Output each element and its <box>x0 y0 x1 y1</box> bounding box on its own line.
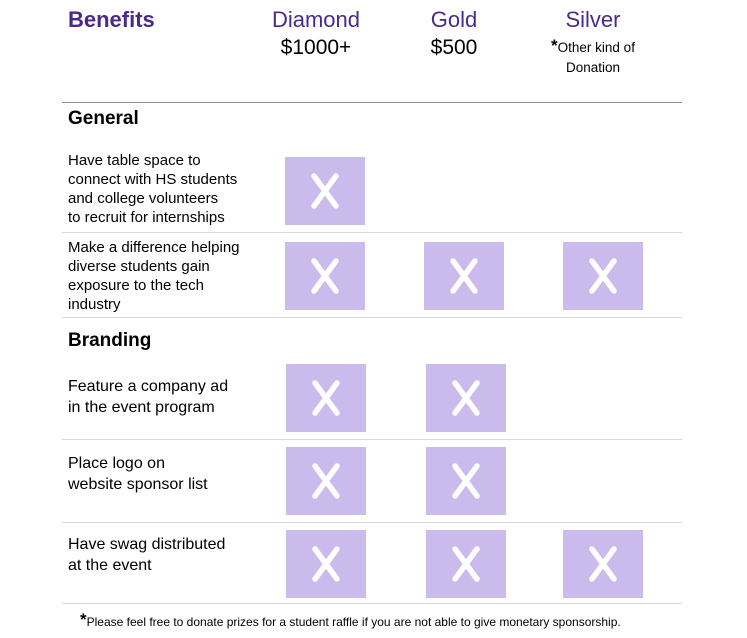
row-divider <box>62 317 682 318</box>
check-box-diamond <box>286 530 366 598</box>
row-divider <box>62 603 682 604</box>
x-mark-icon <box>311 173 339 209</box>
x-mark-icon <box>452 546 480 582</box>
section-title-branding: Branding <box>68 330 152 351</box>
check-box-diamond <box>285 157 365 225</box>
benefit-line: Make a difference helping <box>68 239 240 256</box>
benefits-heading: Benefits <box>68 7 155 32</box>
benefit-line: Have table space to <box>68 152 201 169</box>
tier-diamond-price: $1000+ <box>280 36 352 59</box>
check-box-silver <box>563 242 643 310</box>
check-box-diamond <box>286 364 366 432</box>
tier-diamond: Diamond $1000+ <box>266 8 366 60</box>
asterisk: * <box>551 36 558 55</box>
check-box-diamond <box>286 447 366 515</box>
benefit-row-label: Have table space to connect with HS stud… <box>68 151 278 227</box>
section-title-general: General <box>68 108 139 129</box>
benefit-line: Feature a company ad <box>68 378 229 395</box>
row-divider <box>62 232 682 233</box>
check-box-gold <box>426 530 506 598</box>
x-mark-icon <box>452 380 480 416</box>
tier-silver-note-line2: Donation <box>565 60 621 75</box>
x-mark-icon <box>312 380 340 416</box>
benefit-line: diverse students gain <box>68 258 210 275</box>
check-box-gold <box>424 242 504 310</box>
tier-silver-name: Silver <box>565 7 621 32</box>
x-mark-icon <box>311 258 339 294</box>
benefit-line: connect with HS students <box>68 171 238 188</box>
x-mark-icon <box>450 258 478 294</box>
x-mark-icon <box>452 463 480 499</box>
benefit-row-label: Place logo on website sponsor list <box>68 453 278 495</box>
benefit-row-label: Have swag distributed at the event <box>68 534 278 576</box>
tier-gold-price: $500 <box>430 36 478 59</box>
benefit-line: industry <box>68 296 121 313</box>
benefit-line: and college volunteers <box>68 190 219 207</box>
benefit-row-label: Feature a company ad in the event progra… <box>68 376 278 418</box>
check-box-gold <box>426 447 506 515</box>
benefit-line: exposure to the tech <box>68 277 204 294</box>
x-mark-icon <box>589 546 617 582</box>
x-mark-icon <box>589 258 617 294</box>
benefit-line: to recruit for internships <box>68 209 225 226</box>
row-divider <box>62 439 682 440</box>
tier-silver-note-line1: Other kind of <box>557 40 635 55</box>
tier-silver: Silver *Other kind of Donation <box>530 8 656 78</box>
benefit-row-label: Make a difference helping diverse studen… <box>68 238 278 314</box>
check-box-silver <box>563 530 643 598</box>
tier-diamond-name: Diamond <box>271 7 361 32</box>
benefit-line: website sponsor list <box>68 476 208 493</box>
benefit-line: at the event <box>68 557 152 574</box>
benefit-line: Place logo on <box>68 455 165 472</box>
x-mark-icon <box>312 546 340 582</box>
footnote-text: Please feel free to donate prizes for a … <box>86 615 621 629</box>
asterisk: * <box>80 610 87 629</box>
tier-silver-note: *Other kind of Donation <box>530 36 656 78</box>
benefit-line: Have swag distributed <box>68 536 226 553</box>
benefit-line: in the event program <box>68 399 215 416</box>
footnote: *Please feel free to donate prizes for a… <box>80 610 680 630</box>
check-box-gold <box>426 364 506 432</box>
tier-gold-name: Gold <box>430 7 478 32</box>
row-divider <box>62 522 682 523</box>
check-box-diamond <box>285 242 365 310</box>
tier-gold: Gold $500 <box>404 8 504 60</box>
x-mark-icon <box>312 463 340 499</box>
header-divider <box>62 102 682 103</box>
